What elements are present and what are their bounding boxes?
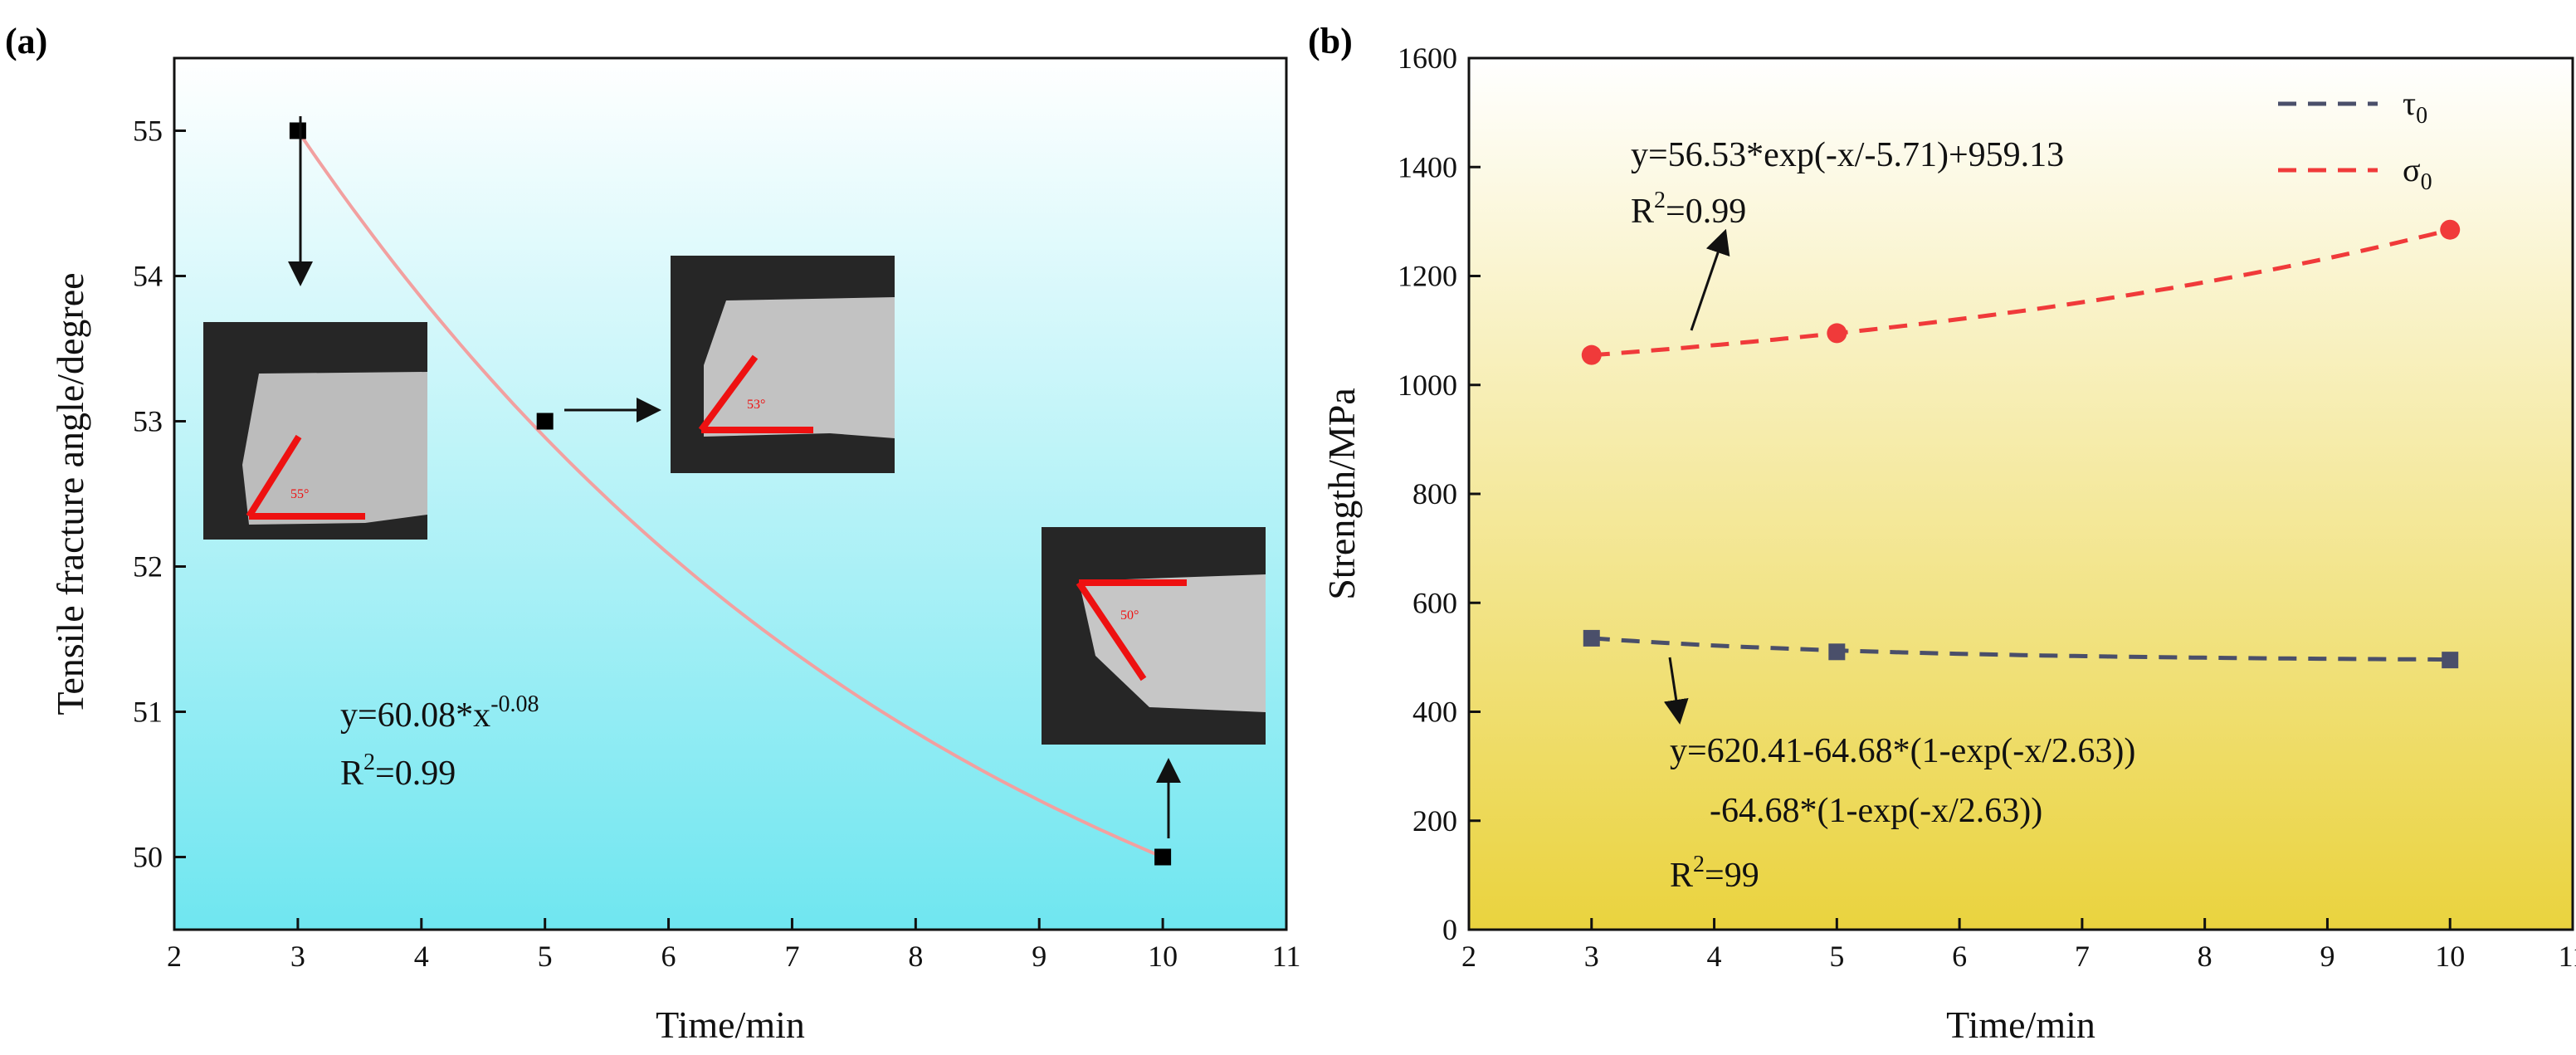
a-x-tick-label-7: 7 xyxy=(784,940,799,973)
panel-b-label: (b) xyxy=(1308,21,1353,61)
a-y-tick-label-51: 51 xyxy=(133,696,163,729)
b-x-tick-label-8: 8 xyxy=(2198,940,2213,973)
marker-tau-10min xyxy=(2442,652,2459,669)
equation-a: y=60.08*x-0.08 xyxy=(340,691,539,735)
b-x-tick-label-6: 6 xyxy=(1952,940,1967,973)
fit-curve-sigma xyxy=(1591,227,2451,358)
panel-b: (b) 2 3 4 5 6 7 8 9 10 11 0 200 400 600 800 1000 1200 140… xyxy=(1308,21,2576,1046)
a-y-tick-label-52: 52 xyxy=(133,550,163,584)
x-axis-title-a: Time/min xyxy=(656,1004,805,1046)
b-x-tick-label-2: 2 xyxy=(1461,940,1476,973)
legend-label-sigma: σ0 xyxy=(2403,151,2432,195)
b-x-tick-label-4: 4 xyxy=(1707,940,1722,973)
b-x-tick-label-11: 11 xyxy=(2559,940,2576,973)
axes-a: 2 3 4 5 6 7 8 9 10 11 50 51 52 53 54 55 xyxy=(133,115,1300,974)
b-x-tick-label-3: 3 xyxy=(1584,940,1599,973)
a-x-tick-label-8: 8 xyxy=(908,940,923,973)
arrow-sigma xyxy=(1690,228,1730,331)
a-x-tick-label-4: 4 xyxy=(414,940,429,973)
b-x-tick-label-7: 7 xyxy=(2075,940,2090,973)
inset-5min-angle: 53° xyxy=(747,398,765,412)
b-x-tick-label-9: 9 xyxy=(2320,940,2334,973)
fit-curve-a xyxy=(296,129,1164,859)
r-squared-a: R2=0.99 xyxy=(340,750,456,793)
a-x-tick-label-9: 9 xyxy=(1032,940,1046,973)
b-y-tick-label-1000: 1000 xyxy=(1398,369,1457,402)
axes-b: 2 3 4 5 6 7 8 9 10 11 0 200 400 600 800 1000 1200 1400 160… xyxy=(1398,42,2576,973)
marker-tau-3min xyxy=(1583,629,1600,647)
panel-a-label: (a) xyxy=(5,21,47,61)
a-x-tick-label-11: 11 xyxy=(1272,940,1301,973)
a-y-tick-label-54: 54 xyxy=(133,260,163,293)
inset-10min: 50° xyxy=(1042,527,1266,745)
a-x-tick-label-10: 10 xyxy=(1148,940,1178,973)
markers-a xyxy=(289,122,1172,866)
a-y-tick-label-53: 53 xyxy=(133,405,163,438)
b-y-tick-label-1400: 1400 xyxy=(1398,150,1457,183)
inset-5min: 53° xyxy=(671,256,895,473)
b-y-tick-label-400: 400 xyxy=(1412,696,1457,729)
r-squared-tau: R2=99 xyxy=(1670,852,1759,895)
a-x-tick-label-6: 6 xyxy=(661,940,676,973)
a-x-tick-label-2: 2 xyxy=(167,940,182,973)
inset-3min-angle: 55° xyxy=(290,487,309,501)
marker-a-10min xyxy=(1154,848,1172,866)
b-y-tick-label-800: 800 xyxy=(1412,477,1457,510)
panel-a: (a) 2 3 4 5 6 7 8 9 10 11 50 51 52 53 54 55 Time/min Te… xyxy=(5,21,1300,1046)
marker-tau-5min xyxy=(1828,643,1846,661)
legend-label-tau: τ0 xyxy=(2403,85,2427,129)
b-y-tick-label-200: 200 xyxy=(1412,804,1457,838)
b-y-tick-label-1200: 1200 xyxy=(1398,260,1457,293)
marker-sigma-10min xyxy=(2440,219,2461,240)
b-y-tick-label-600: 600 xyxy=(1412,586,1457,619)
markers-b xyxy=(1581,219,2461,669)
marker-a-5min xyxy=(536,413,554,430)
b-x-tick-label-5: 5 xyxy=(1829,940,1844,973)
equation-tau-line1: y=620.41-64.68*(1-exp(-x/2.63)) xyxy=(1670,732,2135,770)
plot-area-b xyxy=(1467,56,2574,931)
legend-b: τ0 σ0 xyxy=(2278,85,2432,195)
a-x-tick-label-5: 5 xyxy=(538,940,553,973)
fit-curve-tau xyxy=(1591,636,2451,662)
marker-sigma-5min xyxy=(1827,323,1847,344)
y-axis-title-b: Strength/MPa xyxy=(1320,388,1363,600)
equation-sigma: y=56.53*exp(-x/-5.71)+959.13 xyxy=(1631,136,2064,174)
marker-a-3min xyxy=(289,122,306,139)
a-y-tick-label-55: 55 xyxy=(133,115,163,148)
marker-sigma-3min xyxy=(1581,344,1602,365)
inset-3min: 55° xyxy=(203,322,427,540)
r-squared-sigma: R2=0.99 xyxy=(1631,188,1746,231)
arrow-tau xyxy=(1663,657,1689,725)
a-x-tick-label-3: 3 xyxy=(290,940,305,973)
b-x-tick-label-10: 10 xyxy=(2435,940,2465,973)
inset-10min-angle: 50° xyxy=(1120,608,1139,623)
x-axis-title-b: Time/min xyxy=(1946,1004,2095,1046)
b-y-tick-label-1600: 1600 xyxy=(1398,42,1457,75)
b-y-tick-label-0: 0 xyxy=(1442,913,1457,946)
equation-tau-line2: -64.68*(1-exp(-x/2.63)) xyxy=(1710,792,2042,830)
y-axis-title-a: Tensile fracture angle/degree xyxy=(49,272,91,715)
a-y-tick-label-50: 50 xyxy=(133,841,163,874)
